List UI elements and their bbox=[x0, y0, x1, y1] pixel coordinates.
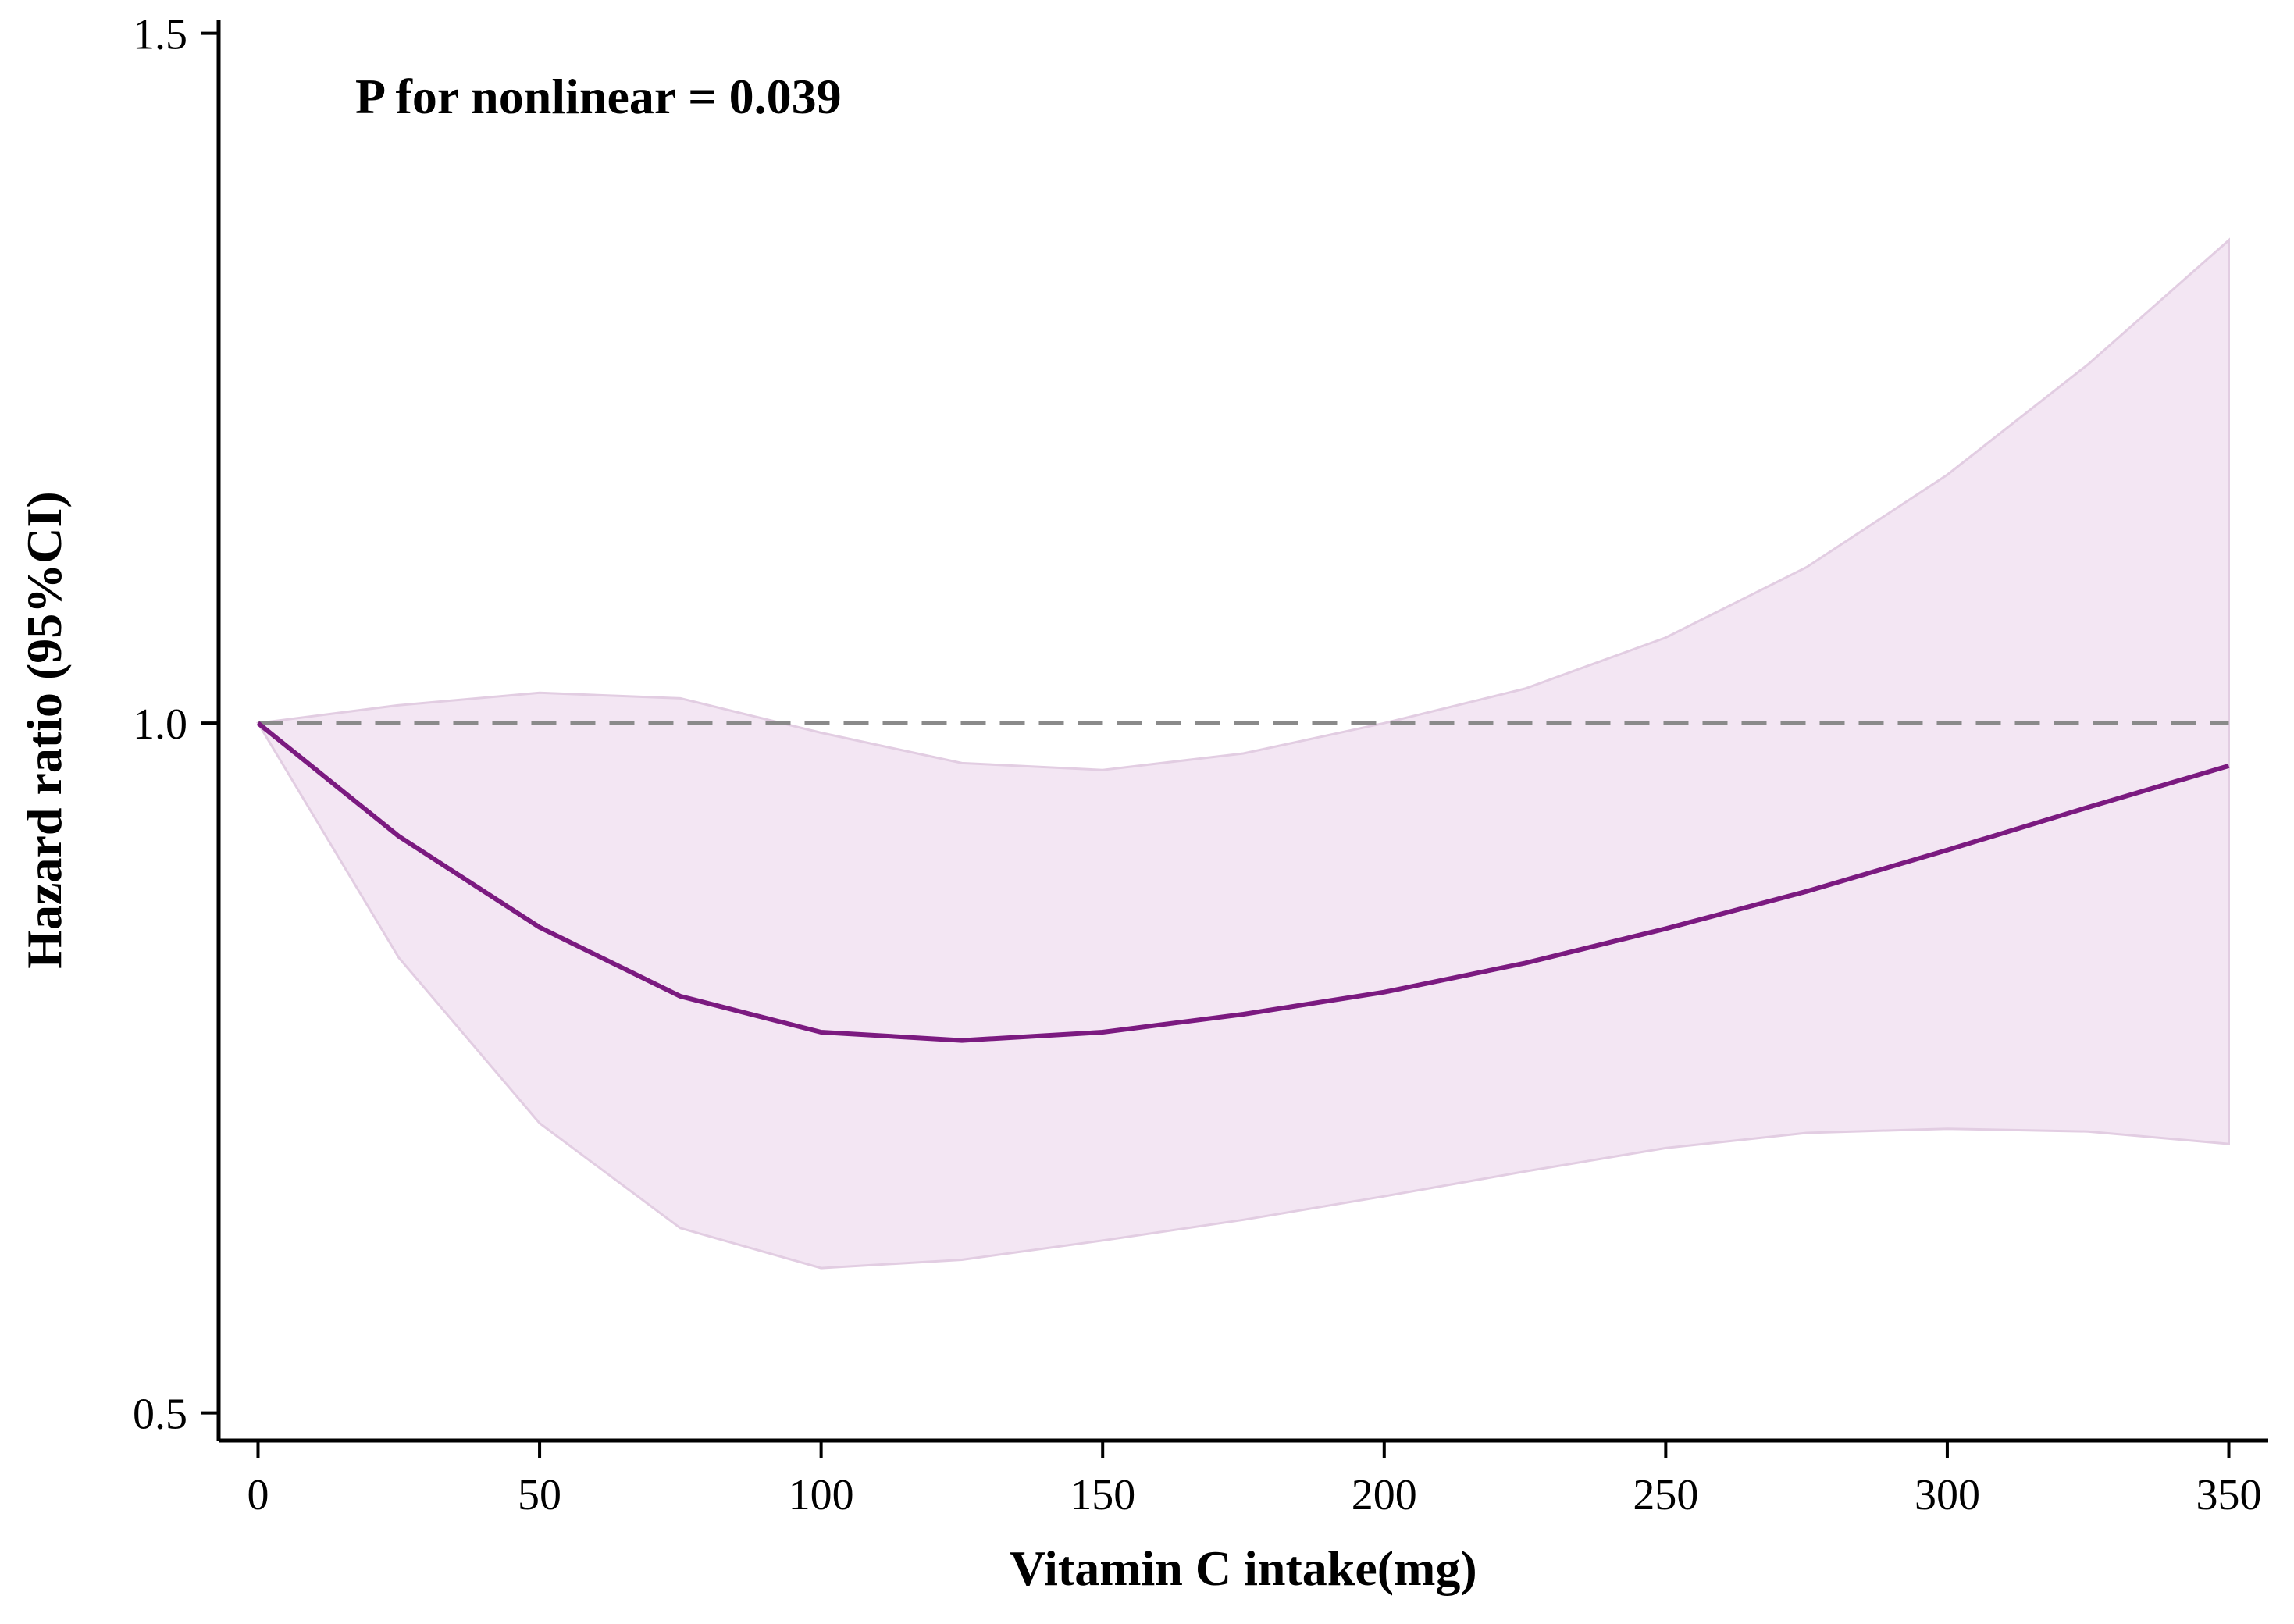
x-tick-label: 50 bbox=[518, 1471, 561, 1519]
x-axis-title: Vitamin C intake(mg) bbox=[1010, 1540, 1476, 1596]
y-axis-title: Hazard ratio (95%CI) bbox=[16, 491, 72, 968]
confidence-band bbox=[256, 237, 2230, 1270]
x-tick-label: 250 bbox=[1633, 1471, 1698, 1519]
y-tick-label: 0.5 bbox=[133, 1391, 187, 1439]
y-axis-ticks: 0.5 1.0 1.5 bbox=[133, 11, 219, 1439]
hazard-ratio-line bbox=[256, 721, 2230, 1043]
x-tick-label: 200 bbox=[1352, 1471, 1417, 1519]
nonlinear-p-annotation: P for nonlinear = 0.039 bbox=[355, 69, 842, 124]
x-tick-label: 350 bbox=[2196, 1471, 2262, 1519]
x-tick-label: 150 bbox=[1070, 1471, 1135, 1519]
y-tick-label: 1.5 bbox=[133, 11, 187, 59]
x-tick-label: 100 bbox=[789, 1471, 854, 1519]
y-tick-label: 1.0 bbox=[133, 700, 187, 749]
x-tick-label: 0 bbox=[247, 1471, 269, 1519]
x-tick-label: 300 bbox=[1915, 1471, 1980, 1519]
x-axis-ticks: 0 50 100 150 200 250 300 350 bbox=[247, 1441, 2262, 1519]
